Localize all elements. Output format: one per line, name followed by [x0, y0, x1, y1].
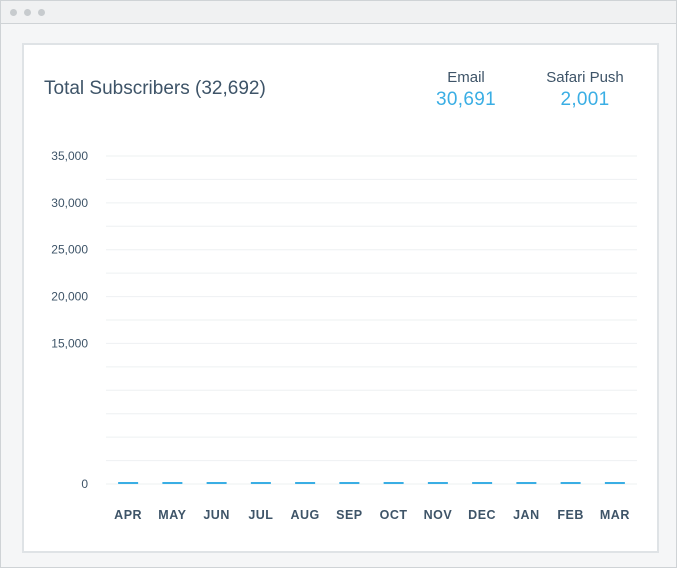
- bar-nov[interactable]: [427, 482, 448, 484]
- bar-aug[interactable]: [295, 482, 316, 484]
- page-content: Total Subscribers (32,692) Email 30,691 …: [1, 24, 676, 567]
- subscribers-chart: 35,000 30,000 25,000 20,000 15,000 0 APR MAY JUN…: [51, 149, 637, 522]
- bar-sep[interactable]: [339, 482, 360, 484]
- email-stat-value: 30,691: [436, 89, 496, 110]
- y-tick-label: 15,000: [51, 336, 88, 350]
- email-stat: Email 30,691: [429, 69, 503, 111]
- bar-mar[interactable]: [604, 482, 625, 484]
- x-tick-label: JUN: [203, 508, 230, 522]
- x-tick-label: SEP: [336, 508, 363, 522]
- bar-may[interactable]: [162, 482, 183, 484]
- y-tick-label: 20,000: [51, 290, 88, 304]
- window-dot-icon: [38, 9, 45, 16]
- subscribers-card: Total Subscribers (32,692) Email 30,691 …: [22, 43, 659, 553]
- window-dot-icon: [10, 9, 17, 16]
- bar-jun[interactable]: [206, 482, 227, 484]
- y-tick-label: 0: [81, 477, 88, 491]
- safari-push-stat-label: Safari Push: [546, 69, 624, 86]
- x-tick-label: MAY: [158, 508, 186, 522]
- bar-oct[interactable]: [383, 482, 404, 484]
- x-tick-label: AUG: [290, 508, 319, 522]
- card-title: Total Subscribers (32,692): [44, 78, 266, 99]
- x-tick-label: MAR: [600, 508, 630, 522]
- safari-push-stat: Safari Push 2,001: [540, 69, 630, 111]
- window-titlebar: [1, 1, 676, 24]
- bar-jan[interactable]: [516, 482, 537, 484]
- y-tick-label: 25,000: [51, 243, 88, 257]
- bar-jul[interactable]: [250, 482, 271, 484]
- x-tick-label: JAN: [513, 508, 540, 522]
- bar-apr[interactable]: [118, 482, 139, 484]
- x-tick-label: OCT: [380, 508, 408, 522]
- bar-feb[interactable]: [560, 482, 581, 484]
- y-tick-label: 30,000: [51, 196, 88, 210]
- x-tick-label: JUL: [248, 508, 273, 522]
- y-tick-label: 35,000: [51, 149, 88, 163]
- x-tick-label: DEC: [468, 508, 496, 522]
- x-tick-label: FEB: [557, 508, 584, 522]
- x-tick-label: APR: [114, 508, 142, 522]
- x-tick-label: NOV: [424, 508, 453, 522]
- window-dot-icon: [24, 9, 31, 16]
- email-stat-label: Email: [447, 69, 485, 86]
- bar-dec[interactable]: [472, 482, 493, 484]
- safari-push-stat-value: 2,001: [560, 89, 610, 110]
